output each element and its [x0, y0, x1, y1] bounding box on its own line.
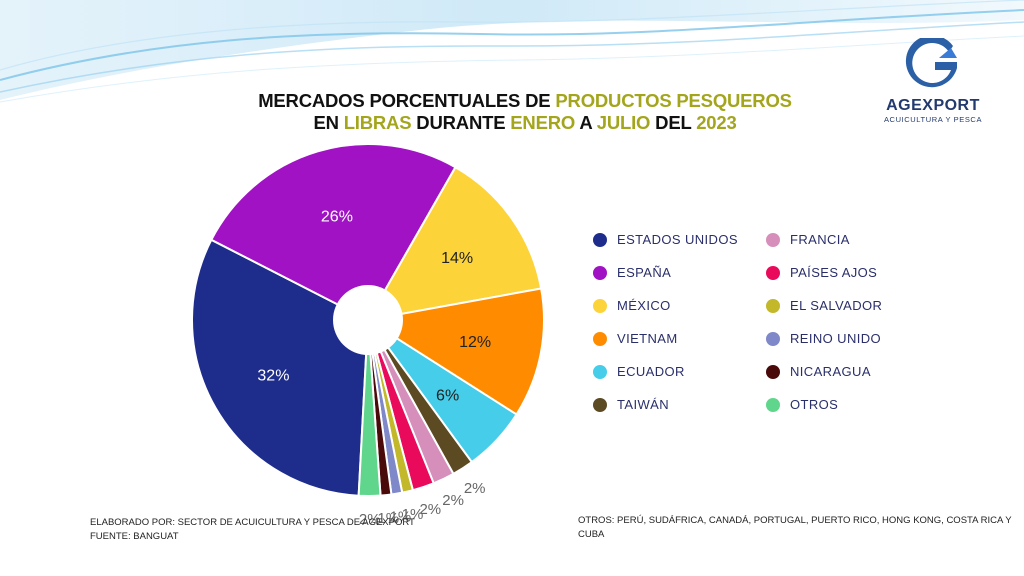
pie-slice-otros: [357, 319, 382, 497]
legend-item: NICARAGUA: [766, 364, 871, 379]
chart-title-line-1: MERCADOS PORCENTUALES DE PRODUCTOS PESQU…: [230, 90, 820, 112]
title-segment: PRODUCTOS PESQUEROS: [555, 90, 792, 111]
legend-item: OTROS: [766, 397, 838, 412]
legend-label: PAÍSES AJOS: [790, 265, 878, 280]
agexport-g-logo-icon: [905, 35, 957, 88]
legend-label: REINO UNIDO: [790, 331, 882, 346]
title-segment: EN: [313, 112, 344, 133]
slice-data-label: 1%: [402, 506, 424, 523]
legend-label: TAIWÁN: [617, 397, 669, 412]
pie-slice-españa: [209, 143, 457, 322]
footer-source: FUENTE: BANGUAT: [90, 531, 179, 542]
legend-label: NICARAGUA: [790, 364, 871, 379]
title-segment: LIBRAS: [343, 112, 412, 133]
legend-swatch: [766, 331, 780, 346]
slice-data-label: 2%: [464, 480, 486, 497]
legend-swatch: [766, 397, 780, 412]
title-segment: MERCADOS PORCENTUALES DE: [258, 90, 556, 111]
pie-slice-estados-unidos: [191, 238, 370, 497]
footer-credits: ELABORADO POR: SECTOR DE ACUICULTURA Y P…: [90, 516, 415, 544]
slice-data-label: 14%: [441, 250, 473, 267]
legend-item: EL SALVADOR: [766, 298, 882, 313]
legend-swatch: [766, 232, 780, 247]
legend-item: REINO UNIDO: [766, 331, 881, 346]
background-wave: [0, 0, 1024, 103]
footer-author: ELABORADO POR: SECTOR DE ACUICULTURA Y P…: [90, 517, 415, 528]
legend-swatch: [593, 298, 607, 313]
title-segment: ENERO: [510, 112, 576, 133]
legend-label: MÉXICO: [617, 298, 671, 313]
legend-label: OTROS: [790, 397, 839, 412]
legend-item: ECUADOR: [593, 364, 685, 379]
legend-item: TAIWÁN: [593, 397, 669, 412]
legend-label: ESPAÑA: [617, 265, 672, 280]
slice-data-label: 12%: [459, 334, 491, 351]
legend-item: MÉXICO: [593, 298, 671, 313]
legend-swatch: [593, 331, 607, 346]
legend-swatch: [593, 397, 607, 412]
legend-item: FRANCIA: [766, 232, 850, 247]
title-segment: 2023: [696, 112, 737, 133]
slice-data-label: 1%: [377, 510, 399, 527]
pie-slice-vietnam: [365, 287, 545, 416]
chart-title: MERCADOS PORCENTUALES DE PRODUCTOS PESQU…: [230, 90, 820, 134]
legend-label: ECUADOR: [617, 364, 685, 379]
slice-data-label: 32%: [257, 367, 289, 384]
title-segment: DEL: [650, 112, 697, 133]
slice-data-label: 26%: [321, 208, 353, 225]
title-segment: DURANTE: [411, 112, 511, 133]
slice-data-label: 2%: [442, 492, 464, 509]
logo-subtitle: ACUICULTURA Y PESCA: [883, 115, 983, 124]
legend-item: ESPAÑA: [593, 265, 671, 280]
legend-label: VIETNAM: [617, 331, 678, 346]
footer-others-note: OTROS: PERÚ, SUDÁFRICA, CANADÁ, PORTUGAL…: [578, 515, 1012, 540]
slice-data-label: 6%: [436, 388, 459, 405]
chart-title-line-2: EN LIBRAS DURANTE ENERO A JULIO DEL 2023: [230, 112, 820, 134]
legend-swatch: [766, 298, 780, 313]
legend-item: PAÍSES AJOS: [766, 265, 877, 280]
slice-data-label: 1%: [390, 508, 412, 525]
agexport-logo: AGEXPORT ACUICULTURA Y PESCA: [878, 35, 988, 124]
legend-label: EL SALVADOR: [790, 298, 883, 313]
legend-swatch: [593, 232, 607, 247]
legend-swatch: [593, 364, 607, 379]
legend-item: ESTADOS UNIDOS: [593, 232, 738, 247]
title-segment: JULIO: [596, 112, 651, 133]
pie-slice-méxico: [366, 165, 543, 322]
donut-hole: [333, 285, 403, 355]
legend-swatch: [766, 265, 780, 280]
legend-swatch: [593, 265, 607, 280]
slice-data-label: 2%: [419, 501, 441, 518]
legend-item: VIETNAM: [593, 331, 678, 346]
legend-label: ESTADOS UNIDOS: [617, 232, 738, 247]
logo-name: AGEXPORT: [886, 97, 980, 114]
slice-data-label: 2%: [359, 511, 381, 528]
legend-swatch: [766, 364, 780, 379]
title-segment: A: [575, 112, 597, 133]
legend-label: FRANCIA: [790, 232, 850, 247]
